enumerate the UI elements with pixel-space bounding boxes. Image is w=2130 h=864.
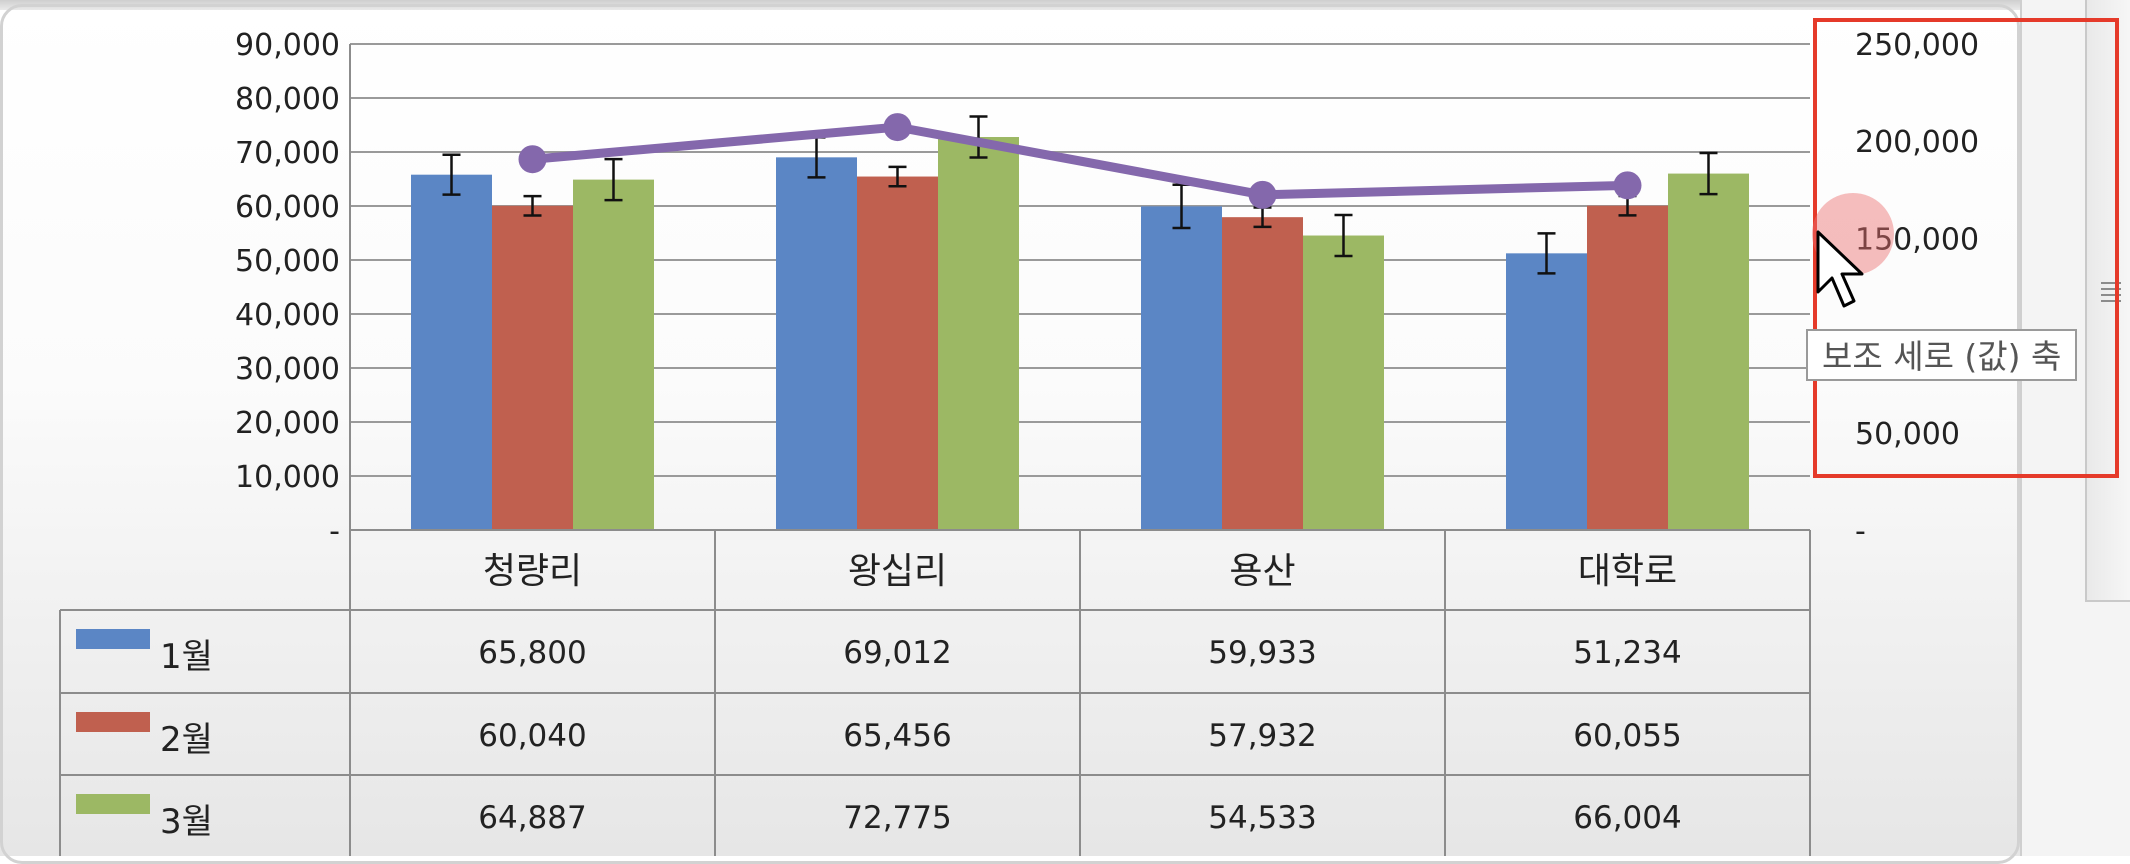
category-label: 대학로 <box>1578 551 1677 592</box>
y2-tick-label: - <box>1855 514 1866 549</box>
legend-key <box>76 629 150 649</box>
y-tick-label: 10,000 <box>235 460 340 495</box>
series-line <box>532 122 1628 200</box>
category-label: 용산 <box>1229 551 1295 592</box>
y-tick-label: 70,000 <box>235 136 340 171</box>
axis-tooltip: 보조 세로 (값) 축 <box>1806 329 2078 381</box>
table-cell: 60,040 <box>478 718 586 754</box>
line-point <box>518 145 547 174</box>
bar <box>1506 253 1587 530</box>
y-tick-label: 60,000 <box>235 190 340 225</box>
table-cell: 72,775 <box>843 800 951 836</box>
bar <box>573 179 654 530</box>
bar <box>857 176 938 530</box>
legend-key <box>76 712 150 732</box>
y2-tick-label: 50,000 <box>1855 417 1960 452</box>
table-cell: 66,004 <box>1573 800 1681 836</box>
bars <box>411 137 1749 531</box>
line-point <box>1248 180 1277 209</box>
secondary-axis-highlight <box>1813 18 2119 478</box>
primary-y-axis: - 10,000 20,000 30,000 40,000 50,000 60,000 70,… <box>235 28 340 549</box>
bar <box>1303 235 1384 531</box>
bar <box>1587 205 1668 530</box>
y-tick-label: 80,000 <box>235 82 340 117</box>
y2-tick-label: 200,000 <box>1855 125 1979 160</box>
table-cell: 57,932 <box>1208 718 1316 754</box>
legend-key <box>76 794 150 814</box>
bar <box>1222 217 1303 530</box>
series-label: 1월 <box>160 637 213 677</box>
table-cell: 64,887 <box>478 800 586 836</box>
bar <box>938 137 1019 530</box>
y-tick-label: 40,000 <box>235 298 340 333</box>
secondary-y-axis: - 50,000 150,000 200,000 250,000 <box>1855 28 1979 549</box>
y-tick-label: 50,000 <box>235 244 340 279</box>
y-tick-label: 90,000 <box>235 28 340 63</box>
y2-tick-label: 150,000 <box>1855 222 1979 257</box>
line-series <box>518 113 1642 209</box>
table-cell: 54,533 <box>1208 800 1316 836</box>
y2-tick-label: 250,000 <box>1855 28 1979 63</box>
table-cell: 65,456 <box>843 718 951 754</box>
line-point <box>1613 171 1642 200</box>
table-cell: 69,012 <box>843 635 951 671</box>
series-label: 2월 <box>160 720 213 760</box>
table-cell: 51,234 <box>1573 635 1681 671</box>
bar <box>1141 206 1222 530</box>
bar <box>776 157 857 530</box>
category-label: 청량리 <box>483 551 582 592</box>
bar <box>492 205 573 530</box>
y-tick-label: 20,000 <box>235 406 340 441</box>
mouse-cursor-icon <box>1816 230 1864 308</box>
line-point <box>883 113 912 142</box>
y-tick-label: 30,000 <box>235 352 340 387</box>
y-tick-label: - <box>329 514 340 549</box>
error-bars <box>442 115 1718 275</box>
table-cell: 59,933 <box>1208 635 1316 671</box>
bar <box>1668 173 1749 530</box>
bar <box>411 174 492 530</box>
table-cell: 60,055 <box>1573 718 1681 754</box>
series-label: 3월 <box>160 802 213 842</box>
table-cell: 65,800 <box>478 635 586 671</box>
data-table: 청량리 왕십리 용산 대학로 1월 65,800 69,012 59,933 51,234 2월 6… <box>59 529 1811 856</box>
category-label: 왕십리 <box>848 551 947 592</box>
